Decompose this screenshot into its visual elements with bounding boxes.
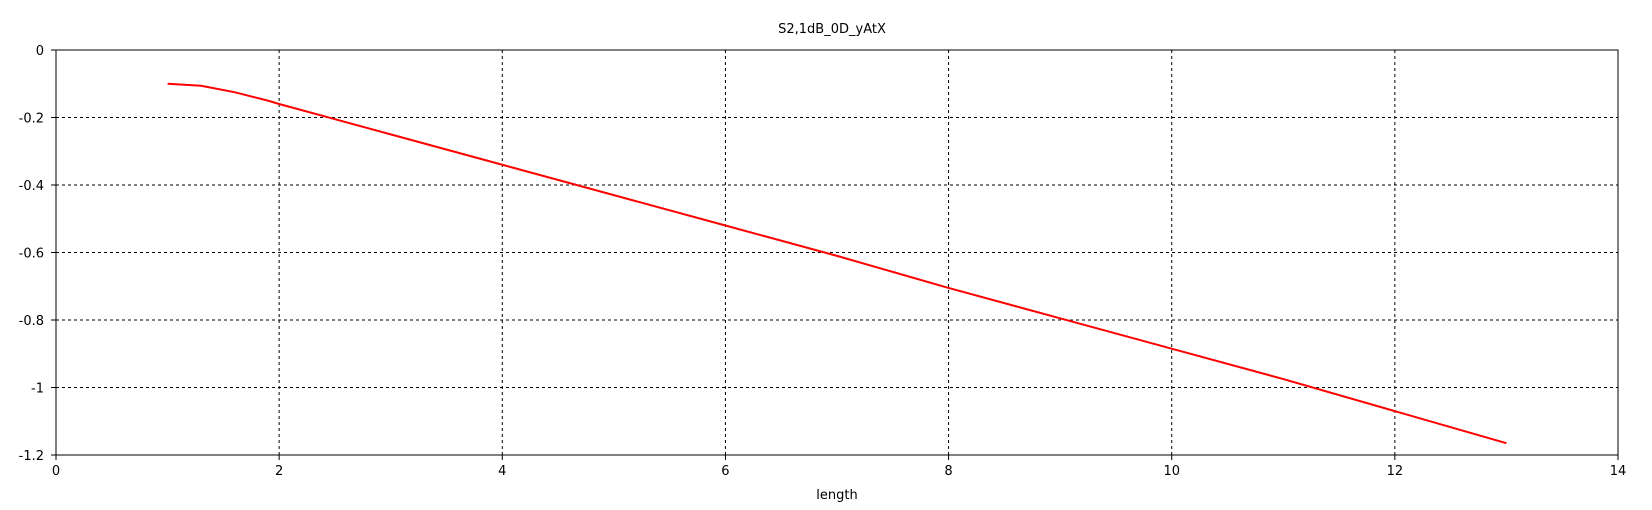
x-tick-label: 2 <box>275 464 283 479</box>
x-tick-label: 4 <box>498 464 506 479</box>
x-tick-label: 0 <box>52 464 60 479</box>
series-layer <box>167 82 1507 445</box>
y-tick-label: -0.6 <box>19 247 44 262</box>
y-tick-label: 0 <box>36 44 44 59</box>
x-tick-label: 6 <box>721 464 729 479</box>
x-tick-label: 12 <box>1387 464 1404 479</box>
y-axis: 0 -0.2 -0.4 -0.6 -0.8 -1 -1.2 <box>19 44 56 464</box>
y-tick-label: -0.4 <box>19 179 44 194</box>
x-tick-label: 8 <box>944 464 952 479</box>
y-tick-label: -1 <box>31 382 44 397</box>
chart-title: S2,1dB_0D_yAtX <box>778 22 886 37</box>
y-tick-label: -0.2 <box>19 112 44 127</box>
x-tick-label: 10 <box>1163 464 1180 479</box>
series-line-0 <box>167 82 1507 445</box>
grid <box>56 50 1618 455</box>
x-axis: 0 2 4 6 8 10 12 14 <box>52 455 1626 479</box>
y-tick-label: -0.8 <box>19 314 44 329</box>
x-axis-title: length <box>816 488 857 503</box>
y-tick-label: -1.2 <box>19 449 44 464</box>
x-tick-label: 14 <box>1610 464 1627 479</box>
